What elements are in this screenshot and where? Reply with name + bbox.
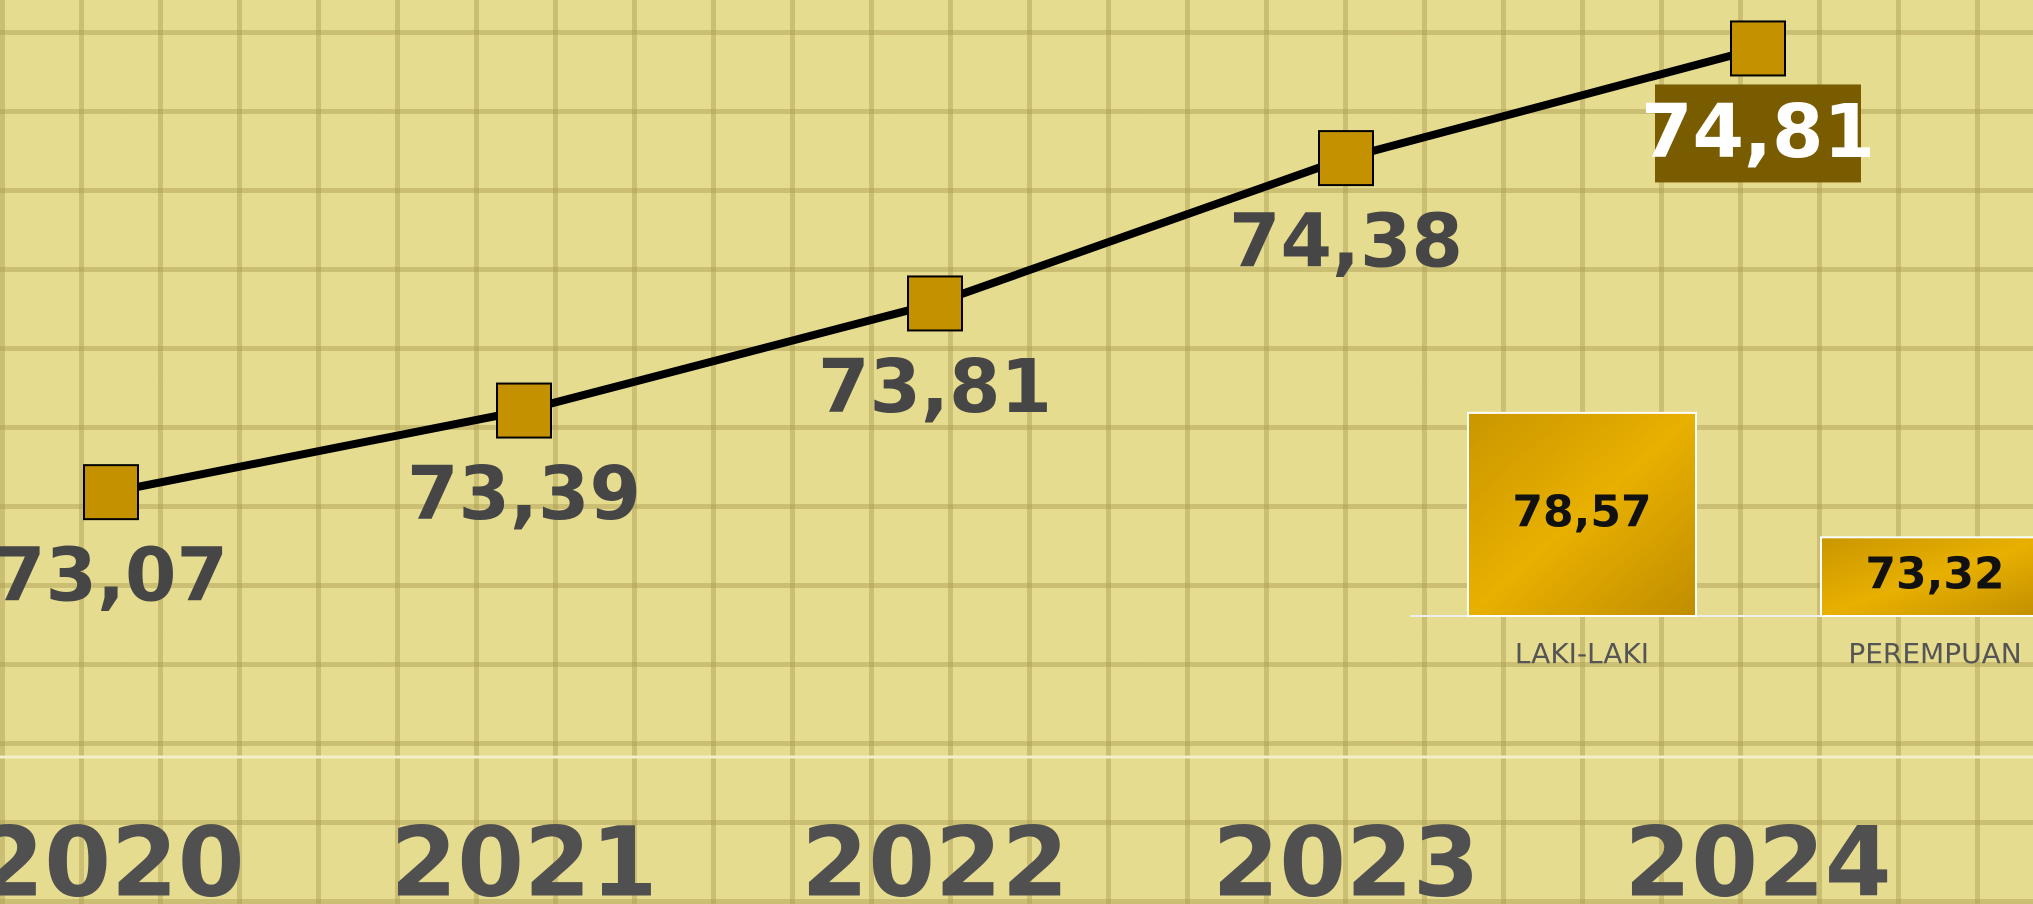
- x-tick-label: 2021: [390, 806, 657, 904]
- value-label: 74,38: [1229, 199, 1463, 285]
- label-box: [1655, 84, 1861, 183]
- category-label: LAKI-LAKI: [1515, 637, 1649, 670]
- marker: [83, 464, 139, 521]
- marker: [1318, 130, 1374, 187]
- bar: [1820, 536, 2033, 617]
- value-label: 73,81: [818, 344, 1052, 430]
- value-label: 73,39: [407, 451, 641, 537]
- value-label: 78,57: [1512, 486, 1651, 537]
- category-label: PEREMPUAN: [1848, 637, 2021, 670]
- x-tick-label: 2023: [1212, 806, 1479, 904]
- value-label: 73,32: [1865, 549, 2004, 600]
- x-tick-label: 2022: [801, 806, 1068, 904]
- bar: [1467, 411, 1697, 617]
- x-tick-label: 2020: [0, 806, 245, 904]
- marker: [907, 275, 963, 332]
- marker: [496, 382, 552, 439]
- value-label: 74,81: [1641, 89, 1875, 175]
- x-tick-label: 2024: [1624, 806, 1891, 904]
- value-label: 73,07: [0, 533, 228, 619]
- marker: [1730, 20, 1786, 77]
